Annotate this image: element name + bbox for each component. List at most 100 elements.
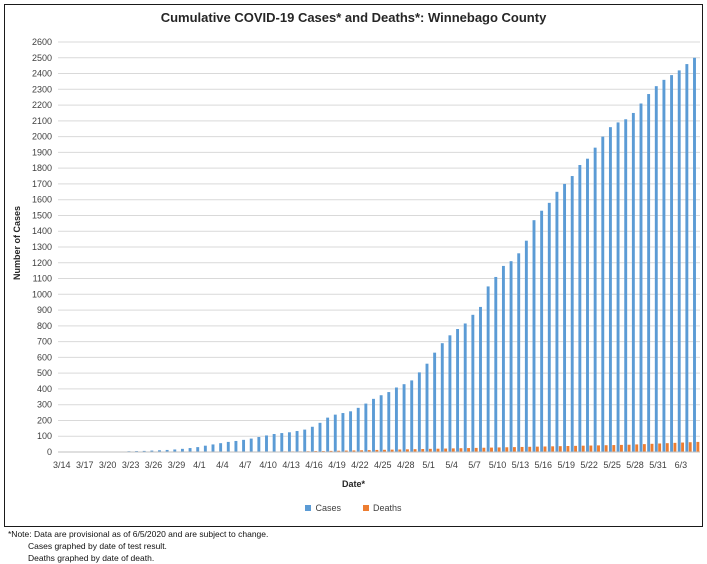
bar-deaths [589, 446, 592, 452]
x-tick-label: 5/16 [535, 460, 553, 470]
bar-deaths [551, 446, 554, 452]
y-tick-label: 200 [37, 415, 52, 425]
bar-cases [578, 165, 581, 452]
bar-cases [548, 203, 551, 452]
footnote-line-3: Deaths graphed by date of death. [8, 552, 268, 564]
y-tick-label: 600 [37, 352, 52, 362]
x-tick-label: 5/19 [557, 460, 575, 470]
bar-cases [334, 415, 337, 452]
y-tick-label: 2200 [32, 100, 52, 110]
bar-cases [265, 435, 268, 452]
bar-deaths [689, 442, 692, 452]
x-tick-label: 5/25 [603, 460, 621, 470]
x-tick-label: 5/4 [445, 460, 458, 470]
bar-cases [341, 413, 344, 452]
y-tick-label: 700 [37, 337, 52, 347]
y-tick-label: 2400 [32, 69, 52, 79]
y-tick-label: 1100 [33, 274, 52, 284]
y-tick-label: 2600 [32, 37, 52, 47]
y-tick-label: 500 [37, 368, 52, 378]
bar-cases [273, 434, 276, 452]
x-tick-label: 4/7 [239, 460, 252, 470]
bar-cases [685, 64, 688, 452]
bar-cases [426, 364, 429, 452]
bar-cases [219, 443, 222, 452]
bar-cases [311, 427, 314, 452]
bar-cases [624, 119, 627, 452]
bar-cases [540, 211, 543, 452]
bar-cases [502, 266, 505, 452]
y-tick-label: 800 [37, 321, 52, 331]
x-tick-label: 3/29 [168, 460, 186, 470]
bar-deaths [658, 443, 661, 452]
bar-deaths [459, 448, 462, 452]
bar-cases [410, 380, 413, 452]
bar-cases [494, 277, 497, 452]
bar-cases [555, 192, 558, 452]
bar-cases [280, 433, 283, 452]
legend-swatch-deaths [363, 505, 369, 511]
x-tick-label: 5/31 [649, 460, 667, 470]
x-tick-label: 3/20 [99, 460, 117, 470]
bar-deaths [559, 446, 562, 452]
bar-cases [571, 176, 574, 452]
bar-cases [403, 384, 406, 452]
bar-cases [296, 431, 299, 452]
footnote-line-2: Cases graphed by date of test result. [8, 540, 268, 552]
bar-cases [242, 440, 245, 452]
bar-cases [364, 404, 367, 452]
bar-cases [234, 441, 237, 452]
y-tick-label: 1600 [32, 195, 52, 205]
bar-cases [303, 430, 306, 452]
bar-deaths [582, 446, 585, 452]
bar-cases [647, 94, 650, 452]
x-tick-label: 5/22 [580, 460, 598, 470]
bar-cases [204, 446, 207, 452]
x-tick-label: 4/10 [259, 460, 277, 470]
bar-cases [448, 335, 451, 452]
bar-deaths [643, 444, 646, 452]
y-axis-label: Number of Cases [12, 193, 22, 293]
bar-cases [563, 184, 566, 452]
legend-label-cases: Cases [315, 503, 341, 513]
bar-deaths [475, 448, 478, 452]
bar-cases [212, 444, 215, 452]
bar-cases [594, 148, 597, 452]
bar-deaths [452, 448, 455, 452]
legend-label-deaths: Deaths [373, 503, 402, 513]
footnote-line-1: *Note: Data are provisional as of 6/5/20… [8, 528, 268, 540]
x-tick-label: 5/7 [468, 460, 481, 470]
bar-cases [189, 448, 192, 452]
bar-cases [456, 329, 459, 452]
x-tick-label: 4/25 [374, 460, 392, 470]
y-tick-label: 1400 [32, 226, 52, 236]
x-tick-label: 4/13 [282, 460, 300, 470]
y-tick-label: 900 [37, 305, 52, 315]
bar-deaths [482, 448, 485, 452]
bar-cases [395, 388, 398, 452]
x-tick-label: 5/28 [626, 460, 644, 470]
x-tick-label: 4/22 [351, 460, 369, 470]
bar-deaths [536, 447, 539, 452]
bar-cases [319, 423, 322, 452]
x-tick-label: 5/1 [422, 460, 435, 470]
bar-cases [433, 353, 436, 452]
bar-deaths [528, 447, 531, 452]
bar-deaths [513, 447, 516, 452]
bar-cases [517, 253, 520, 452]
bar-deaths [696, 442, 699, 452]
y-tick-label: 0 [47, 447, 52, 457]
bar-deaths [444, 449, 447, 452]
x-tick-label: 3/14 [53, 460, 71, 470]
bar-cases [372, 399, 375, 452]
bar-cases [617, 122, 620, 452]
bar-deaths [666, 443, 669, 452]
x-tick-label: 3/23 [122, 460, 140, 470]
bar-cases [662, 80, 665, 452]
y-tick-label: 2500 [32, 53, 52, 63]
footnote: *Note: Data are provisional as of 6/5/20… [8, 528, 268, 564]
y-tick-label: 100 [37, 431, 52, 441]
bar-cases [471, 315, 474, 452]
bar-deaths [628, 445, 631, 452]
